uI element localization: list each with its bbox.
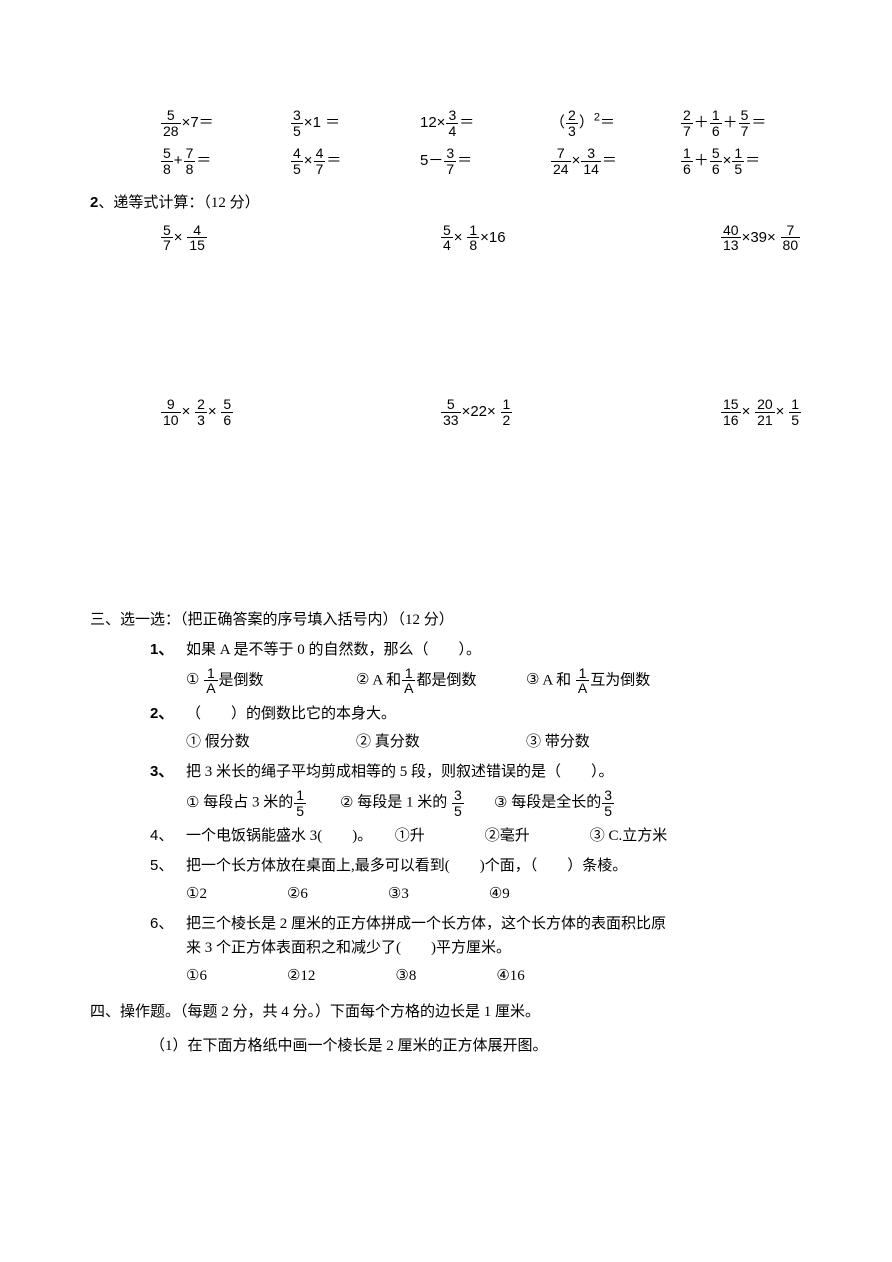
q1-opt1: ① 1A是倒数 [186, 666, 316, 696]
problem-r1-4: （23）2＝ [550, 108, 650, 138]
q2-options: ① 假分数 ② 真分数 ③ 带分数 [186, 730, 802, 754]
q1-text: 如果 A 是不等于 0 的自然数，那么（ ）。 [186, 638, 481, 662]
problem-r2-3: 5－37＝ [420, 146, 520, 176]
q1-options: ① 1A是倒数 ② A 和1A都是倒数 ③ A 和 1A互为倒数 [186, 666, 802, 696]
q6-text-cont: 来 3 个正方体表面积之和减少了( )平方厘米。 [186, 936, 802, 960]
q4: 4、 一个电饭锅能盛水 3( )。 ①升 ②毫升 ③ C.立方米 [150, 824, 802, 848]
q5-options: ①2 ②6 ③3 ④9 [186, 882, 802, 906]
q6-num: 6、 [150, 912, 186, 936]
q3-opt1: ① 每段占 3 米的15 [186, 788, 316, 818]
sub4-1: （1）在下面方格纸中画一个棱长是 2 厘米的正方体展开图。 [150, 1034, 802, 1058]
q3-text: 把 3 米长的绳子平均剪成相等的 5 段，则叙述错误的是（ ）。 [186, 760, 614, 784]
q2-opt1: ① 假分数 [186, 730, 316, 754]
q5-opt3: ③3 [388, 882, 409, 906]
step1-p1: 57× 415 [160, 223, 300, 253]
q5-opt4: ④9 [489, 882, 510, 906]
q3-opt3: ③ 每段是全长的35 [494, 788, 624, 818]
page-content: 528×7＝ 35×1 ＝ 12×34＝ （23）2＝ 27＋16＋57＝ 58… [0, 0, 892, 1118]
q3-opt2: ② 每段是 1 米的 35 [340, 788, 470, 818]
q5-opt1: ①2 [186, 882, 207, 906]
q6-opt4: ④16 [496, 964, 524, 988]
problem-r1-1: 528×7＝ [160, 108, 260, 138]
q6-options: ①6 ②12 ③8 ④16 [186, 964, 802, 988]
step2-p3: 1516× 2021× 15 [720, 397, 860, 427]
calc-row-1: 528×7＝ 35×1 ＝ 12×34＝ （23）2＝ 27＋16＋57＝ [160, 108, 802, 138]
q6-text: 把三个棱长是 2 厘米的正方体拼成一个长方体，这个长方体的表面积比原 [186, 912, 666, 936]
q6-opt3: ③8 [395, 964, 416, 988]
workspace-gap-1 [90, 253, 802, 393]
q5-opt2: ②6 [287, 882, 308, 906]
step-row-1: 57× 415 54× 18×16 4013×39× 780 [160, 223, 802, 253]
q2-num: 2、 [150, 702, 186, 726]
step2-p1: 910× 23× 56 [160, 397, 300, 427]
q4-num: 4、 [150, 824, 186, 848]
problem-r2-4: 724×314＝ [550, 146, 650, 176]
q4-text: 一个电饭锅能盛水 3( )。 ①升 ②毫升 ③ C.立方米 [186, 824, 667, 848]
section-4-heading: 四、操作题。（每题 2 分，共 4 分。）下面每个方格的边长是 1 厘米。 [90, 1000, 802, 1024]
q1-opt3: ③ A 和 1A互为倒数 [526, 666, 656, 696]
section-3-heading: 三、选一选：（把正确答案的序号填入括号内）（12 分） [90, 608, 802, 632]
q3-options: ① 每段占 3 米的15 ② 每段是 1 米的 35 ③ 每段是全长的35 [186, 788, 802, 818]
problem-r1-2: 35×1 ＝ [290, 108, 390, 138]
problem-r1-5: 27＋16＋57＝ [680, 108, 780, 138]
problem-r2-1: 58+78＝ [160, 146, 260, 176]
problem-r1-3: 12×34＝ [420, 108, 520, 138]
q3-num: 3、 [150, 760, 186, 784]
step2-p2: 533×22× 12 [440, 397, 580, 427]
q6: 6、 把三个棱长是 2 厘米的正方体拼成一个长方体，这个长方体的表面积比原 [150, 912, 802, 936]
calc-row-2: 58+78＝ 45×47＝ 5－37＝ 724×314＝ 16＋56×15＝ [160, 146, 802, 176]
q2: 2、 （ ）的倒数比它的本身大。 [150, 702, 802, 726]
q6-opt2: ②12 [287, 964, 315, 988]
section-2-heading: 2、递等式计算：（12 分） [90, 191, 802, 215]
q2-text: （ ）的倒数比它的本身大。 [186, 702, 396, 726]
step1-p3: 4013×39× 780 [720, 223, 860, 253]
q5: 5、 把一个长方体放在桌面上,最多可以看到( )个面，（ ）条棱。 [150, 854, 802, 878]
q1-num: 1、 [150, 638, 186, 662]
q1: 1、 如果 A 是不等于 0 的自然数，那么（ ）。 [150, 638, 802, 662]
q1-opt2: ② A 和1A都是倒数 [356, 666, 486, 696]
problem-r2-5: 16＋56×15＝ [680, 146, 780, 176]
step-row-2: 910× 23× 56 533×22× 12 1516× 2021× 15 [160, 397, 802, 427]
q5-num: 5、 [150, 854, 186, 878]
q3: 3、 把 3 米长的绳子平均剪成相等的 5 段，则叙述错误的是（ ）。 [150, 760, 802, 784]
step1-p2: 54× 18×16 [440, 223, 580, 253]
problem-r2-2: 45×47＝ [290, 146, 390, 176]
q6-opt1: ①6 [186, 964, 207, 988]
q5-text: 把一个长方体放在桌面上,最多可以看到( )个面，（ ）条棱。 [186, 854, 627, 878]
q2-opt3: ③ 带分数 [526, 730, 656, 754]
q2-opt2: ② 真分数 [356, 730, 486, 754]
workspace-gap-2 [90, 428, 802, 608]
